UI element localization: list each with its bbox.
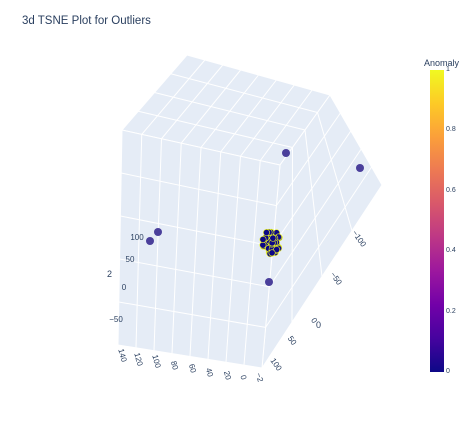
tick-label: 0 [122, 283, 127, 292]
tick-label: 80 [169, 360, 180, 371]
scatter-point[interactable] [282, 149, 290, 157]
x-axis-title: 0 [316, 320, 321, 330]
tick-label: 120 [132, 352, 144, 368]
z-axis-title: 2 [107, 269, 112, 279]
scatter-point[interactable] [356, 164, 364, 172]
scatter-points[interactable] [146, 149, 364, 286]
colorbar-tick: 0.6 [446, 186, 456, 194]
scatter-point[interactable] [265, 278, 273, 286]
tick-label: 40 [204, 367, 215, 378]
tick-label: −100 [350, 229, 368, 249]
colorbar-tick: 0 [446, 368, 450, 375]
colorbar-tick: 0.8 [446, 126, 456, 134]
colorbar [430, 70, 444, 372]
colorbar-tick: 0.2 [446, 307, 456, 315]
tick-label: −50 [328, 270, 343, 287]
tick-label: 60 [187, 363, 198, 374]
scatter-point[interactable] [269, 234, 277, 242]
tick-label: 100 [150, 354, 162, 370]
grid-lines [118, 59, 373, 366]
tick-label: −2 [254, 372, 265, 384]
tick-label: 140 [116, 348, 128, 364]
scatter-point[interactable] [146, 237, 154, 245]
scatter-point[interactable] [154, 228, 162, 236]
floor-plane [117, 129, 281, 369]
colorbar-title: Anomaly [424, 58, 460, 68]
tick-label: 100 [130, 233, 144, 242]
tick-label: 50 [286, 334, 299, 347]
tick-label: 0 [238, 374, 248, 381]
tick-label: 0 [309, 316, 319, 325]
scatter-point[interactable] [263, 229, 271, 237]
tick-label: 100 [269, 357, 284, 374]
tick-label: −50 [109, 315, 123, 324]
colorbar-tick: 0.4 [446, 247, 456, 255]
tick-label: 20 [222, 370, 233, 381]
chart-title: 3d TSNE Plot for Outliers [22, 15, 151, 27]
tick-label: 50 [126, 255, 135, 264]
colorbar-tick: 1 [446, 66, 450, 73]
scatter-point[interactable] [268, 249, 276, 257]
scatter-point[interactable] [259, 235, 267, 243]
